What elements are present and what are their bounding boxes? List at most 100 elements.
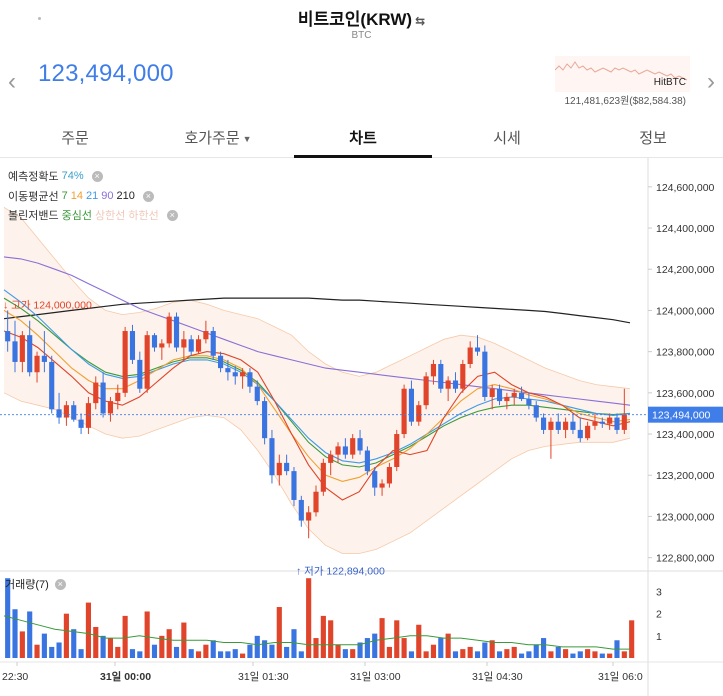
volume-bar bbox=[188, 649, 194, 658]
y-tick-label: 124,600,000 bbox=[656, 182, 715, 194]
tab-chart-label: 차트 bbox=[349, 130, 377, 147]
candle-body bbox=[504, 396, 510, 402]
candle-body bbox=[364, 450, 370, 472]
candle-body bbox=[298, 499, 304, 521]
bb-center-label: 중심선 bbox=[61, 210, 92, 222]
volume-bar bbox=[225, 651, 231, 658]
candle-body bbox=[269, 438, 275, 476]
y-tick-label: 123,400,000 bbox=[656, 429, 715, 441]
volume-bar bbox=[240, 653, 246, 658]
volume-bar bbox=[401, 638, 407, 658]
legend-moving-average: 이동평균선 7 14 21 90 210 × bbox=[8, 188, 154, 204]
ma-period-14: 14 bbox=[70, 190, 83, 202]
candle-body bbox=[320, 462, 326, 492]
y-tick-label: 123,200,000 bbox=[656, 470, 715, 482]
chevron-left-icon[interactable]: ‹ bbox=[8, 68, 16, 95]
volume-layer bbox=[3, 578, 635, 658]
price-chart[interactable]: 124,600,000 124,400,000 124,200,000 124,000… bbox=[0, 158, 723, 696]
volume-bar bbox=[430, 644, 437, 658]
swap-icon[interactable]: ⇆ bbox=[415, 14, 426, 28]
candle-body bbox=[489, 388, 495, 397]
exchange-price: 121,481,623원($82,584.38) bbox=[564, 96, 686, 107]
status-dot bbox=[38, 17, 41, 20]
close-icon[interactable]: × bbox=[166, 209, 178, 221]
volume-bar bbox=[122, 615, 128, 658]
x-tick-label: 31일 01:30 bbox=[238, 670, 289, 683]
candle-body bbox=[122, 331, 128, 393]
close-icon[interactable]: × bbox=[142, 190, 154, 202]
tab-order[interactable]: 주문 bbox=[40, 127, 110, 148]
candle-body bbox=[386, 467, 392, 484]
candle-body bbox=[173, 316, 180, 348]
volume-bar bbox=[247, 644, 253, 658]
legend-bollinger: 볼린저밴드 중심선 상한선 하한선 × bbox=[8, 207, 178, 223]
candle-body bbox=[357, 438, 363, 451]
candle-body bbox=[56, 409, 62, 418]
volume-label: 거래량(7) bbox=[5, 579, 49, 591]
volume-bar bbox=[592, 651, 598, 658]
candle-body bbox=[144, 335, 150, 389]
tab-orderbook-label: 호가주문 bbox=[184, 130, 240, 147]
chevron-right-icon[interactable]: › bbox=[707, 68, 715, 95]
candle-body bbox=[210, 331, 216, 356]
candle-body bbox=[401, 388, 407, 435]
volume-tick-label: 3 bbox=[656, 587, 662, 599]
candle-body bbox=[577, 429, 583, 439]
candle-body bbox=[541, 417, 547, 430]
volume-bar bbox=[621, 651, 627, 658]
candle-body bbox=[460, 364, 466, 389]
close-icon[interactable]: × bbox=[91, 170, 103, 182]
active-tab-indicator bbox=[294, 155, 432, 158]
volume-bar bbox=[217, 651, 224, 658]
bollinger-band-layer bbox=[3, 207, 631, 554]
bollinger-lower-line bbox=[3, 392, 631, 554]
tab-order-label: 주문 bbox=[61, 130, 89, 147]
volume-bar bbox=[342, 649, 348, 658]
bollinger-band-fill bbox=[4, 207, 630, 554]
ma-21-line bbox=[3, 289, 631, 464]
x-tick-label: 31일 06:0 bbox=[598, 670, 643, 683]
candle-layer bbox=[5, 310, 627, 539]
volume-bar bbox=[298, 651, 304, 658]
current-price-tag: 123,494,000 bbox=[652, 410, 711, 422]
volume-bar bbox=[291, 629, 297, 658]
tab-info[interactable]: 정보 bbox=[618, 127, 688, 148]
volume-bar bbox=[452, 651, 459, 658]
volume-bar bbox=[195, 651, 202, 658]
candle-body bbox=[379, 483, 385, 488]
volume-bar bbox=[27, 611, 33, 658]
y-tick-label: 123,600,000 bbox=[656, 388, 715, 400]
chart-area[interactable]: 124,600,000 124,400,000 124,200,000 124,000… bbox=[0, 158, 723, 696]
ma-label: 이동평균선 bbox=[8, 191, 59, 203]
candle-body bbox=[342, 446, 348, 455]
candle-body bbox=[27, 335, 33, 373]
tab-chart[interactable]: 차트 bbox=[328, 127, 398, 148]
candle-body bbox=[159, 343, 165, 348]
candle-body bbox=[100, 382, 106, 414]
volume-bar bbox=[467, 646, 473, 658]
current-price-tag-bg bbox=[648, 406, 723, 423]
close-icon[interactable]: × bbox=[54, 578, 66, 590]
volume-bar bbox=[445, 633, 451, 658]
y-tick-label: 122,800,000 bbox=[656, 553, 715, 565]
candle-body bbox=[328, 454, 334, 463]
volume-bar bbox=[350, 649, 356, 658]
tab-market[interactable]: 시세 bbox=[472, 127, 542, 148]
tab-orderbook[interactable]: 호가주문 ▼ bbox=[168, 127, 268, 148]
prediction-value: 74% bbox=[61, 170, 84, 182]
volume-bar bbox=[63, 613, 69, 658]
coin-name[interactable]: 비트코인(KRW) bbox=[297, 10, 413, 29]
candle-body bbox=[350, 438, 356, 455]
page-title[interactable]: 비트코인(KRW) ⇆ bbox=[0, 5, 723, 30]
volume-legend: 거래량(7) × bbox=[5, 576, 66, 592]
candle-body bbox=[372, 471, 378, 488]
ma-210-line bbox=[3, 297, 631, 324]
volume-bar bbox=[203, 644, 209, 658]
candle-body bbox=[5, 331, 11, 342]
volume-bar bbox=[71, 629, 77, 658]
volume-bar bbox=[496, 651, 503, 658]
candle-body bbox=[482, 351, 488, 397]
low-price-label: ↑ 저가 122,894,000 bbox=[296, 565, 385, 577]
volume-bar bbox=[49, 646, 55, 658]
volume-bar bbox=[151, 644, 158, 658]
